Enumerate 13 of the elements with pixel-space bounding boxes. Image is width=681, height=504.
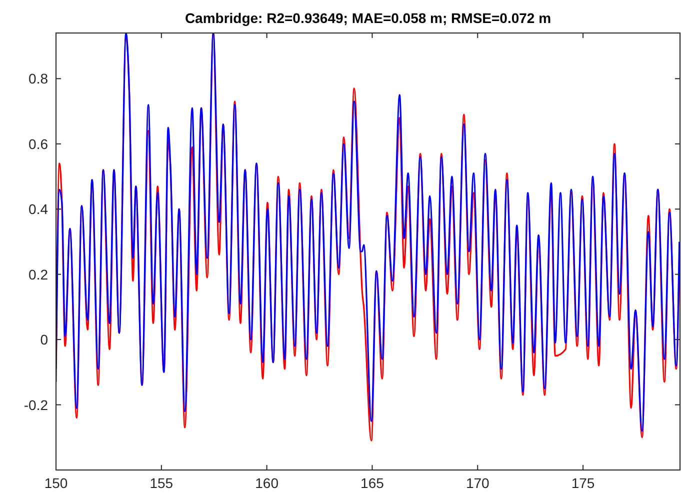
x-tick-label: 175 (571, 475, 595, 491)
y-tick-label: -0.2 (24, 396, 48, 413)
y-tick-label: 0.8 (28, 70, 48, 87)
x-tick-label: 170 (466, 475, 490, 491)
y-tick-label: 0.4 (28, 201, 48, 218)
chart-title: Cambridge: R2=0.93649; MAE=0.058 m; RMSE=0.072 m (184, 10, 552, 26)
y-tick-label: 0.6 (28, 136, 48, 152)
x-tick-label: 155 (150, 475, 174, 491)
x-tick-label: 165 (360, 475, 384, 491)
x-tick-label: 150 (44, 475, 68, 491)
y-tick-label: 0.2 (28, 266, 48, 282)
y-tick-label: 0 (40, 332, 48, 348)
x-tick-label: 160 (255, 475, 279, 491)
